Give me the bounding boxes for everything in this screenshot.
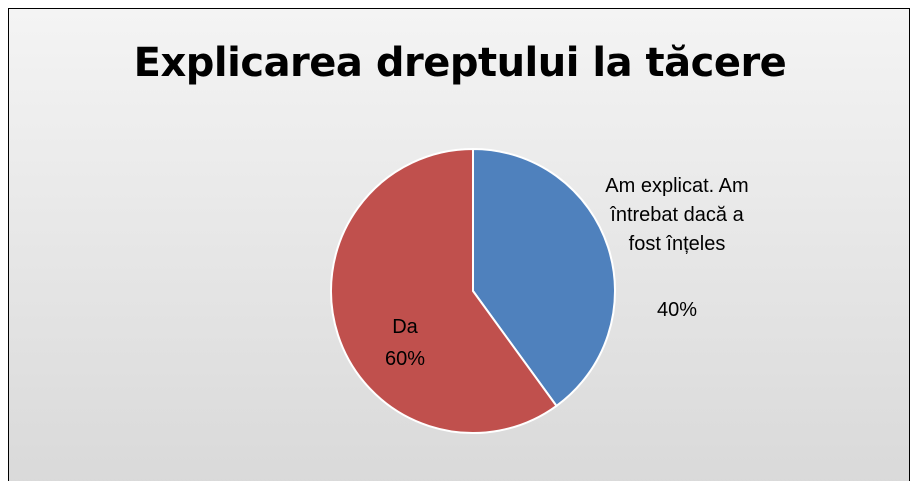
slice-category-label: Da — [392, 316, 418, 338]
chart-title: Explicarea dreptului la tăcere — [133, 40, 787, 86]
slice-category-label: Am explicat. Am întrebat dacă a fost înț… — [605, 175, 749, 255]
slice-value-label: 40% — [656, 299, 698, 321]
pie-slice — [330, 147, 558, 434]
pie-slice — [472, 147, 616, 408]
slice-value-label: 60% — [384, 348, 426, 370]
